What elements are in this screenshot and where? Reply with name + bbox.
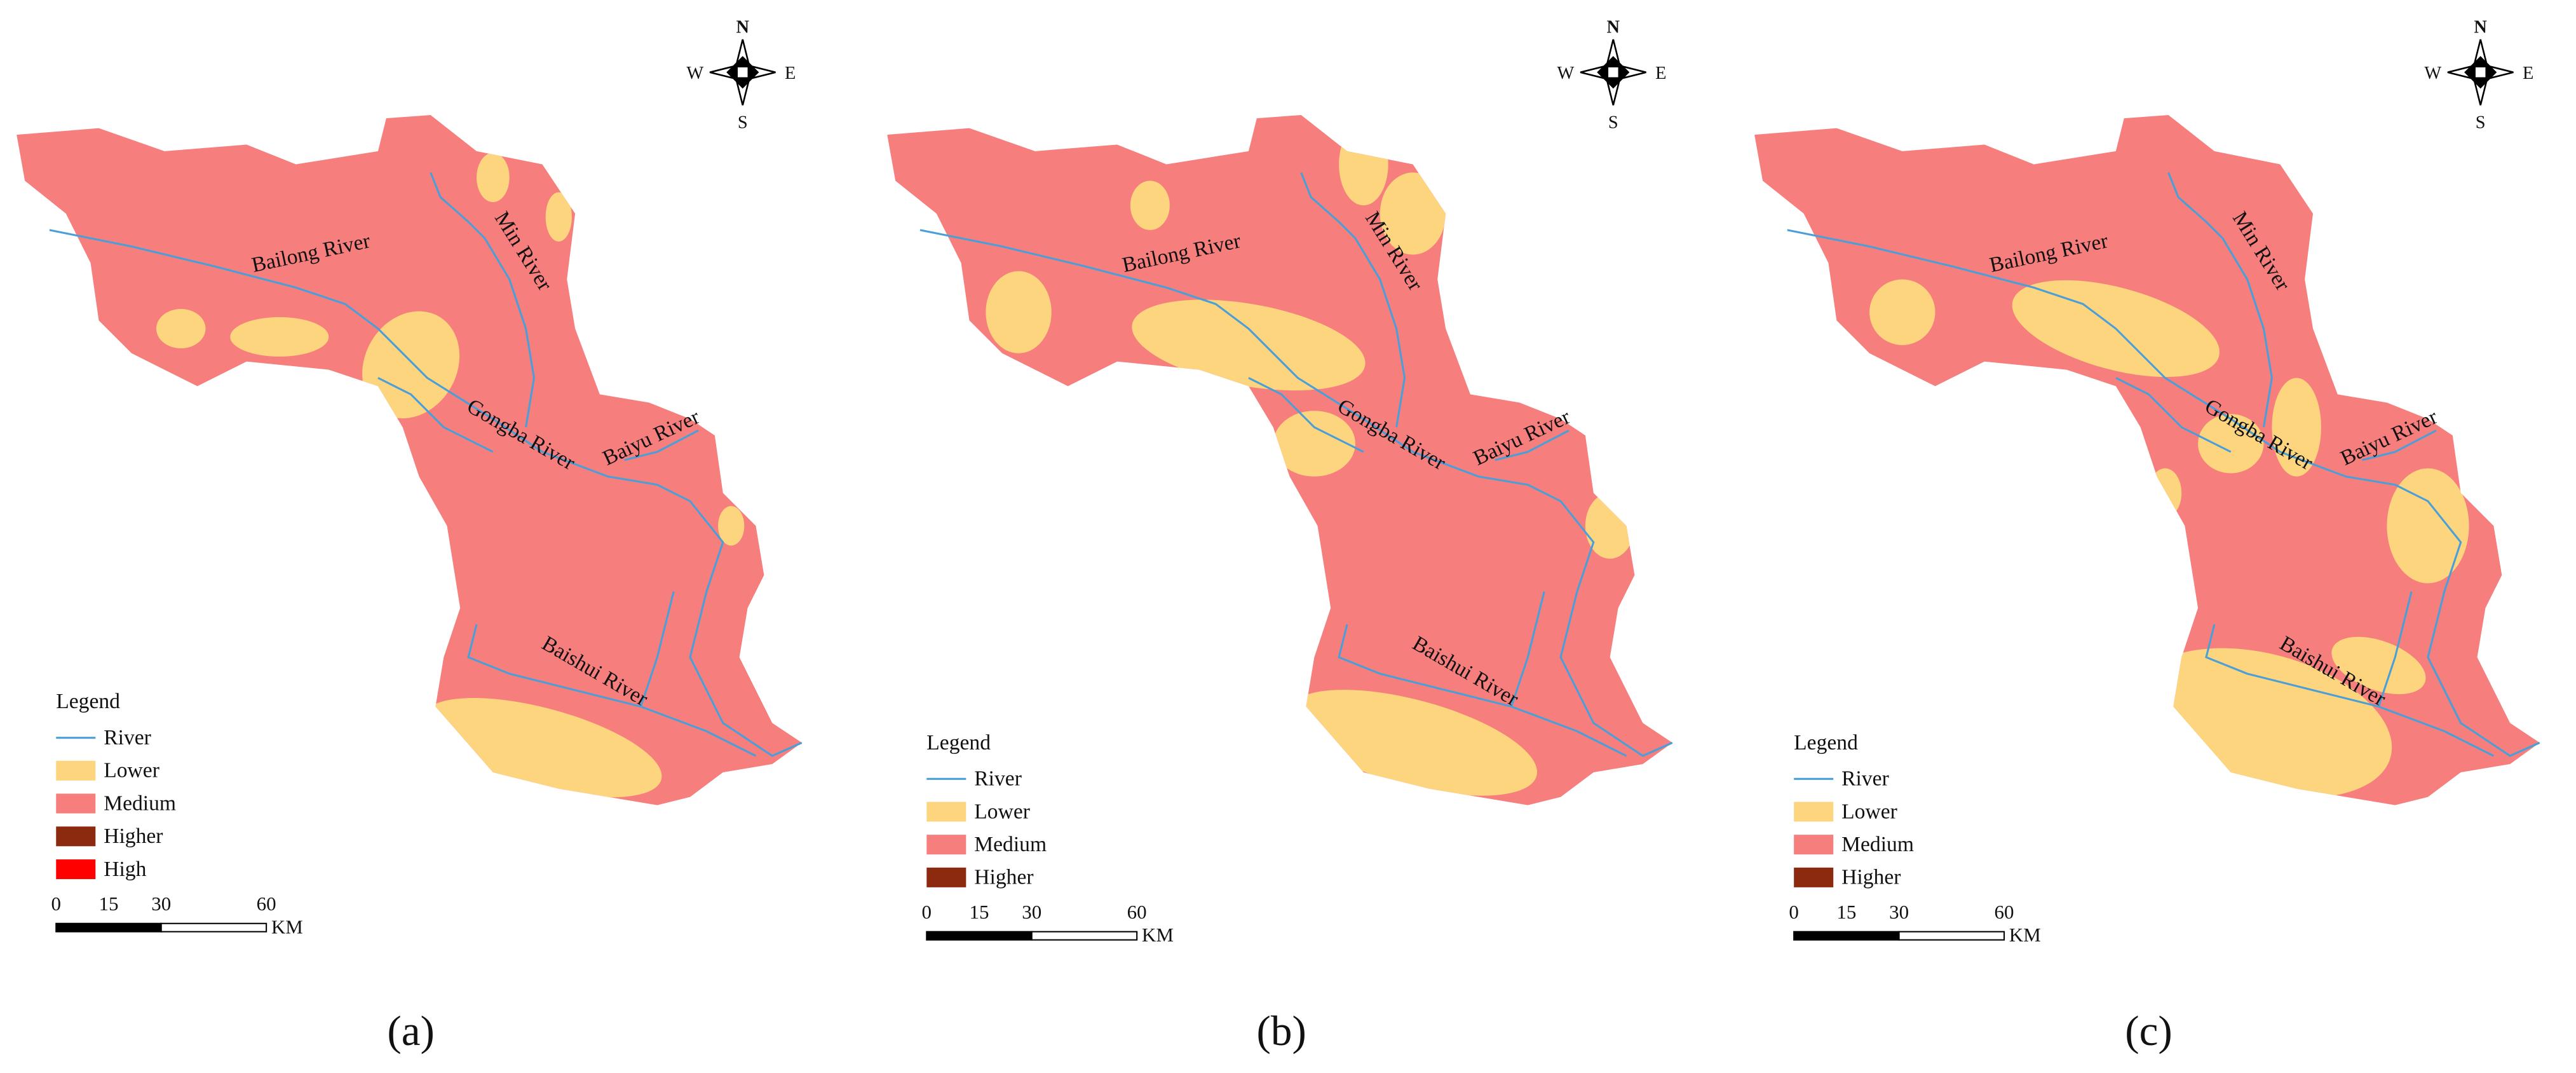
lower-zone — [477, 153, 510, 202]
legend-label: High — [104, 858, 146, 881]
compass-n: N — [1607, 18, 1620, 38]
lower-zone — [1585, 493, 1635, 559]
legend-title: Legend — [56, 690, 120, 713]
scale-tick-label: 0 — [1789, 901, 1798, 923]
scale-tick-label: 15 — [1836, 901, 1856, 923]
lower-zone — [230, 317, 329, 357]
scale-tick-label: 30 — [151, 892, 171, 915]
compass-s: S — [2476, 113, 2486, 133]
legend-label: Medium — [104, 791, 176, 815]
lower-zone — [545, 192, 572, 242]
legend-swatch — [926, 867, 966, 887]
scale-bar-black — [1793, 931, 1900, 941]
compass-e: E — [2523, 64, 2533, 83]
lower-zone — [1869, 279, 1935, 345]
legend-label: River — [104, 726, 151, 749]
scale-bar-white — [160, 922, 268, 933]
legend-title: Legend — [926, 731, 991, 755]
lower-zone — [2331, 636, 2426, 694]
basin-area — [887, 114, 1672, 805]
scale-tick-label: 60 — [257, 892, 276, 915]
scale-tick-label: 0 — [922, 901, 932, 923]
lower-zone — [1132, 299, 1366, 391]
scale-bar-black — [55, 922, 162, 933]
legend-swatch — [926, 835, 966, 855]
legend-title: Legend — [1794, 731, 1858, 755]
compass-w: W — [686, 64, 703, 83]
lower-zone — [423, 698, 662, 798]
lower-zone — [1273, 411, 1355, 477]
compass-s: S — [738, 113, 748, 133]
scale-tick-label: 15 — [98, 892, 118, 915]
scale-bar-white — [1031, 931, 1138, 941]
compass-center — [2475, 67, 2486, 78]
scale-bar-black — [926, 931, 1033, 941]
legend-label: Higher — [104, 824, 163, 848]
scale-tick-label: 15 — [970, 901, 989, 923]
legend-swatch — [926, 802, 966, 822]
legend-swatch — [1794, 835, 1834, 855]
scale-tick-label: 30 — [1022, 901, 1041, 923]
scale-tick-label: 30 — [1889, 901, 1909, 923]
legend-swatch — [56, 793, 96, 814]
panel-label: (b) — [1256, 1007, 1306, 1055]
compass-s: S — [1608, 113, 1618, 133]
panel-label: (a) — [387, 1007, 435, 1055]
lower-zone — [986, 271, 1052, 353]
legend-swatch — [1794, 867, 1834, 887]
legend-label: Lower — [104, 759, 159, 783]
legend-swatch — [56, 760, 96, 781]
panel-label: (c) — [2125, 1007, 2173, 1055]
legend-label: Lower — [974, 800, 1030, 823]
legend-swatch — [1794, 802, 1834, 822]
compass-e: E — [785, 64, 796, 83]
lower-zones — [986, 123, 1635, 796]
scale-unit: KM — [271, 915, 303, 938]
legend-label: Higher — [974, 866, 1033, 889]
legend-label: Medium — [1841, 833, 1914, 856]
lower-zone — [2272, 378, 2321, 477]
scale-unit: KM — [2009, 924, 2041, 946]
compass-w: W — [1557, 64, 1574, 83]
lower-zone — [156, 308, 206, 349]
scale-tick-label: 0 — [51, 892, 62, 915]
lower-zone — [2387, 468, 2469, 584]
compass-e: E — [1655, 64, 1666, 83]
lower-zone — [1288, 690, 1537, 796]
lower-zone — [2148, 468, 2182, 518]
legend-label: Higher — [1841, 866, 1901, 889]
legend-label: Medium — [974, 833, 1047, 856]
basin-area — [1754, 114, 2540, 805]
scale-tick-label: 60 — [1127, 901, 1147, 923]
lower-zone — [718, 506, 745, 546]
legend-swatch — [56, 859, 96, 879]
compass-center — [738, 67, 748, 78]
lower-zone — [1339, 123, 1388, 206]
legend-swatch — [56, 826, 96, 847]
scale-unit: KM — [1142, 924, 1174, 946]
legend-label: River — [1841, 767, 1889, 791]
compass-w: W — [2424, 64, 2441, 83]
scale-tick-label: 60 — [1995, 901, 2014, 923]
scale-bar-white — [1898, 931, 2005, 941]
basin-area — [17, 114, 802, 805]
legend-label: River — [974, 767, 1022, 791]
lower-zone — [1130, 181, 1170, 230]
compass-n: N — [736, 18, 750, 38]
compass-center — [1608, 67, 1618, 78]
compass-n: N — [2474, 18, 2487, 38]
legend-label: Lower — [1841, 800, 1897, 823]
lower-zone — [1380, 172, 1446, 255]
